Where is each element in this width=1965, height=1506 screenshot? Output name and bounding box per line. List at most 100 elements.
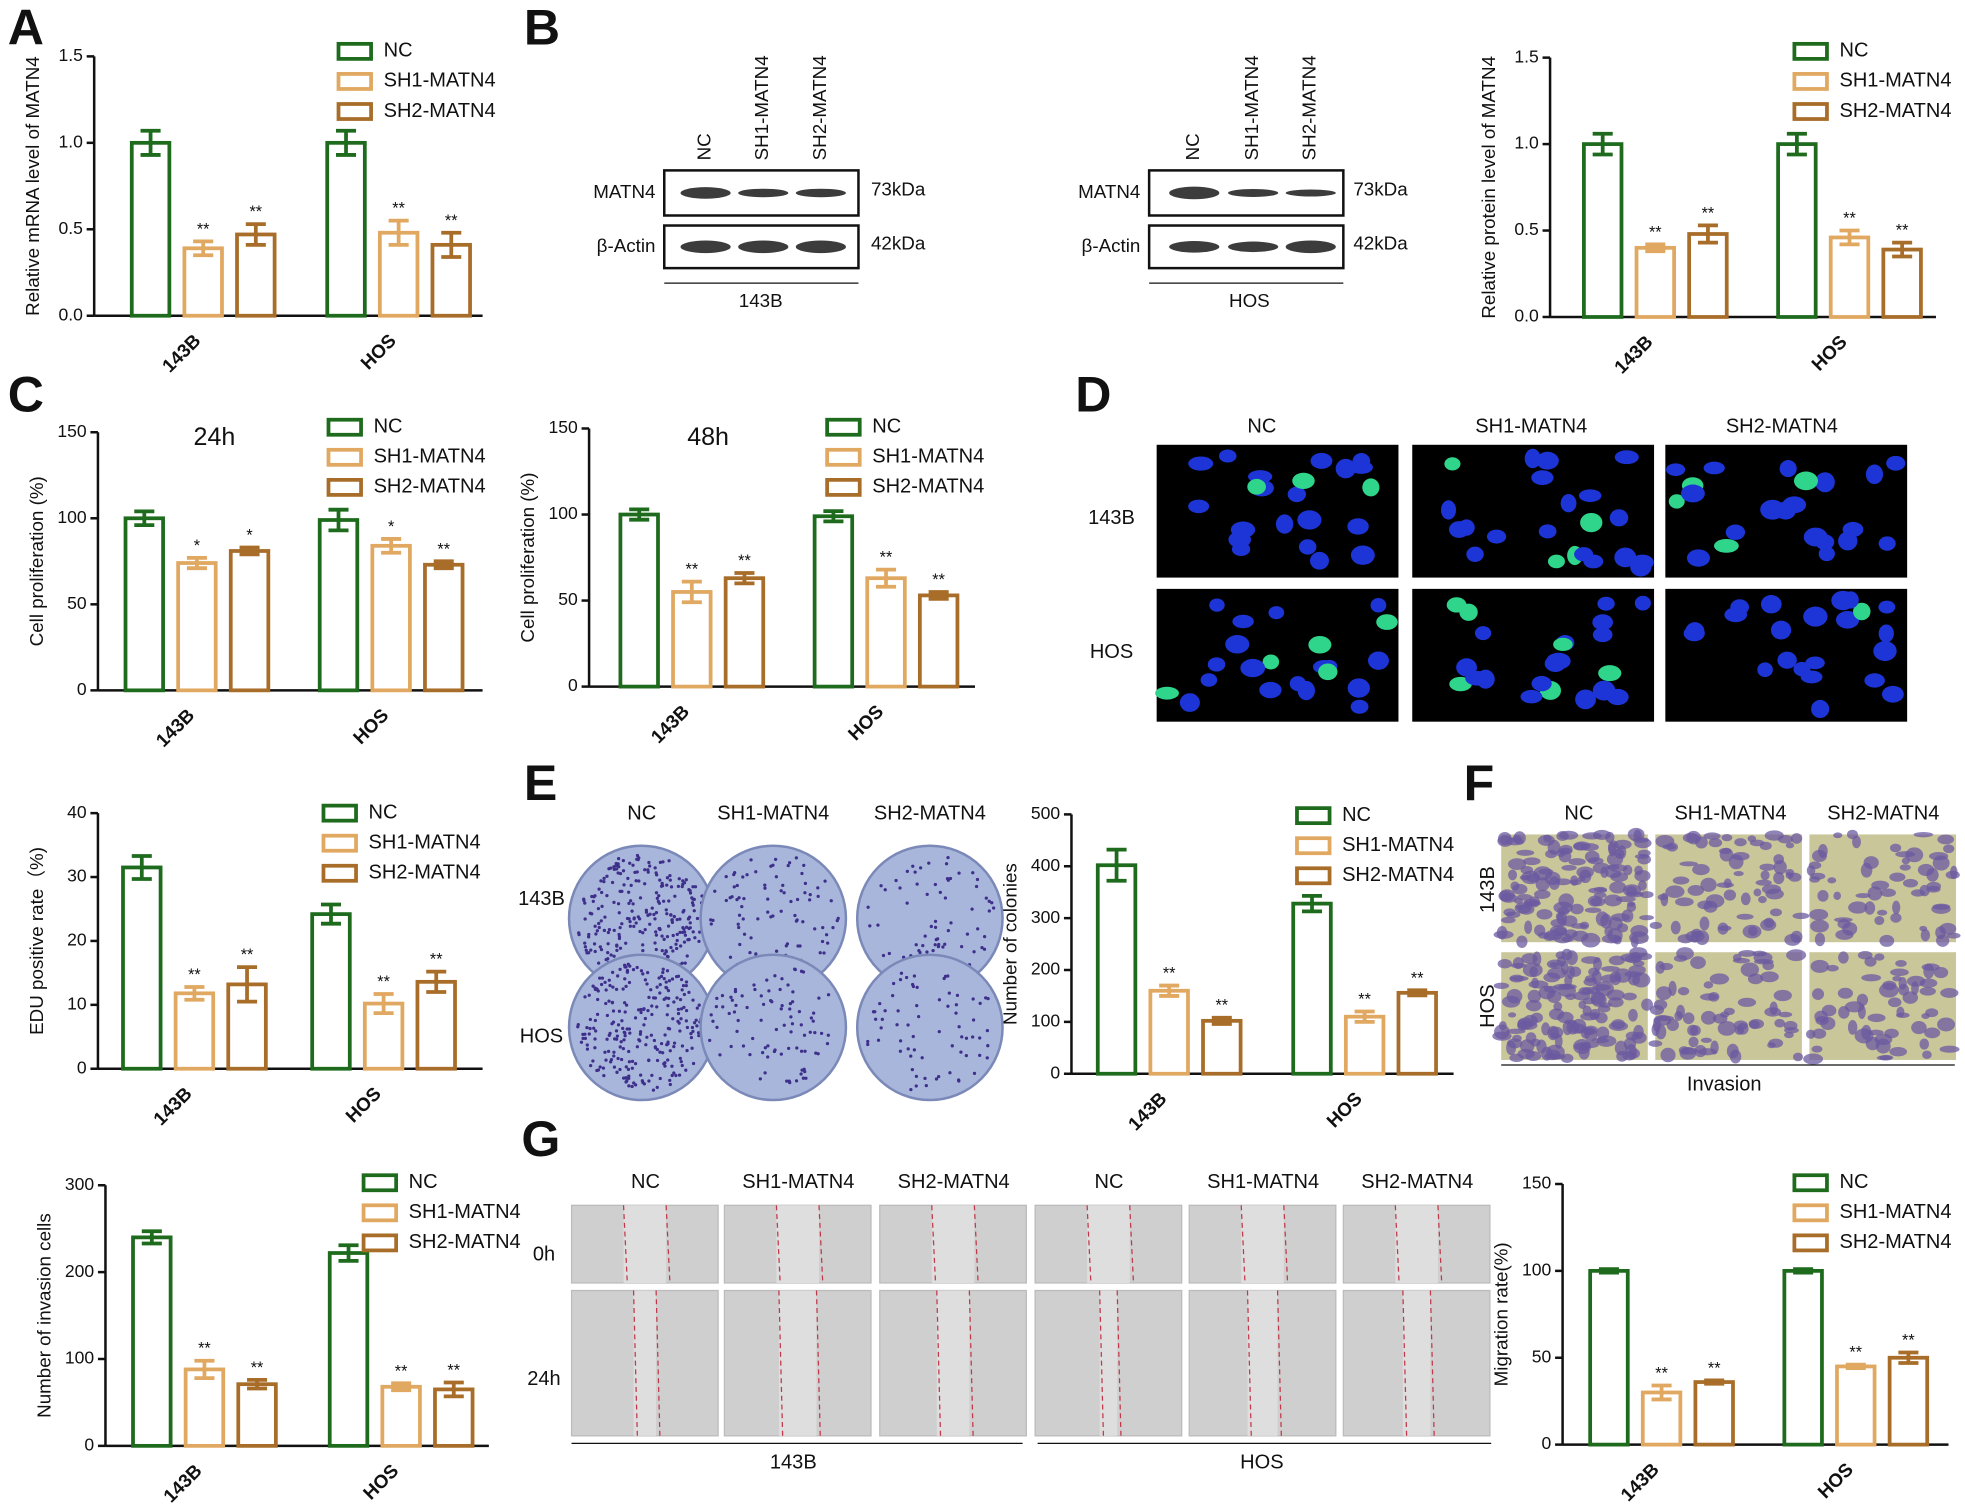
colony (592, 942, 597, 946)
colony (663, 1061, 667, 1065)
stained-cell (1582, 997, 1596, 1005)
colony (583, 1036, 588, 1040)
colony (913, 870, 917, 874)
y-tick-label: 0 (1542, 1433, 1552, 1453)
colony (652, 1038, 657, 1043)
colony (799, 969, 804, 973)
colony (618, 1045, 622, 1049)
stained-cell (1835, 929, 1854, 940)
size-label: 73kDa (1353, 178, 1408, 199)
cell-nucleus (1685, 622, 1705, 641)
cell-nucleus (1553, 637, 1573, 652)
cell-nucleus (1531, 675, 1552, 692)
stained-cell (1546, 959, 1564, 969)
bar (1693, 1380, 1735, 1447)
colony (612, 1054, 616, 1058)
stained-cell (1939, 1045, 1960, 1053)
colony (976, 927, 980, 931)
stained-cell (1911, 1021, 1927, 1035)
colony (933, 919, 938, 923)
cell-nucleus (1881, 685, 1904, 703)
cell-nucleus (1347, 678, 1370, 698)
colony (819, 1031, 824, 1035)
colony (686, 938, 690, 942)
colony (653, 1045, 657, 1049)
colony (713, 889, 717, 893)
colony (794, 856, 798, 860)
colony (664, 985, 668, 989)
colony (593, 924, 597, 928)
stained-cell (1937, 1017, 1956, 1032)
colony (943, 974, 948, 979)
bar (618, 512, 660, 689)
colony (763, 883, 767, 887)
stained-cell (1833, 832, 1843, 839)
colony (591, 1059, 595, 1063)
cell-nucleus (1275, 514, 1294, 534)
cell-nucleus (1231, 542, 1251, 557)
chart-title: 48h (687, 423, 729, 451)
colony (645, 1035, 649, 1039)
colony (802, 863, 806, 867)
stained-cell (1676, 1004, 1685, 1019)
stained-cell (1561, 915, 1578, 927)
colony (627, 1027, 632, 1031)
colony (774, 875, 778, 879)
colony (610, 1001, 615, 1005)
colony (697, 1003, 701, 1007)
colony (611, 985, 615, 989)
cell-nucleus (1179, 693, 1200, 712)
colony (677, 877, 681, 881)
legend-swatch (1792, 1203, 1829, 1223)
colony (708, 1038, 712, 1042)
colony (673, 894, 677, 898)
stained-cell (1765, 888, 1784, 900)
colony (781, 883, 785, 888)
row-label: 0h (533, 1244, 555, 1266)
colony (587, 932, 591, 937)
colony (883, 888, 887, 892)
colony (803, 891, 807, 895)
colony (787, 1046, 791, 1051)
error-bar (876, 567, 897, 589)
colony (898, 978, 903, 982)
stained-cell (1708, 838, 1723, 848)
colony-plate (855, 953, 1004, 1102)
colony (639, 969, 644, 973)
blot-band (1228, 241, 1279, 253)
error-bar (338, 1243, 359, 1263)
colony (636, 1008, 641, 1012)
colony (591, 984, 595, 988)
protein-label: MATN4 (1078, 181, 1140, 202)
stained-cell (1874, 916, 1885, 926)
stained-cell (1508, 1012, 1517, 1018)
stained-cell (1670, 920, 1681, 935)
significance-label: ** (1358, 991, 1371, 1009)
stained-cell (1785, 872, 1794, 879)
stained-cell (1896, 1006, 1905, 1018)
significance-label: ** (685, 561, 698, 579)
scratch-edge (1116, 1290, 1122, 1436)
error-bar (441, 230, 462, 259)
colony (891, 993, 895, 998)
blot-band (795, 188, 846, 198)
legend-swatch (326, 447, 363, 467)
bar (433, 1387, 475, 1448)
stained-cell (1769, 1001, 1778, 1016)
significance-label: ** (395, 1362, 408, 1380)
colony (595, 1012, 600, 1016)
stained-cell (1687, 884, 1704, 896)
cell-nucleus (1536, 451, 1559, 470)
colony (691, 1061, 696, 1066)
stained-cell (1703, 981, 1714, 989)
colony (814, 1051, 818, 1055)
stained-cell (1920, 929, 1931, 942)
colony (937, 1029, 941, 1034)
bar (370, 543, 412, 693)
cell-nucleus (1350, 545, 1375, 565)
colony (914, 1084, 918, 1088)
scratch-edge (1437, 1205, 1443, 1284)
cell-nucleus (1456, 658, 1477, 677)
cell-nucleus (1544, 655, 1567, 672)
stained-cell (1537, 834, 1555, 846)
